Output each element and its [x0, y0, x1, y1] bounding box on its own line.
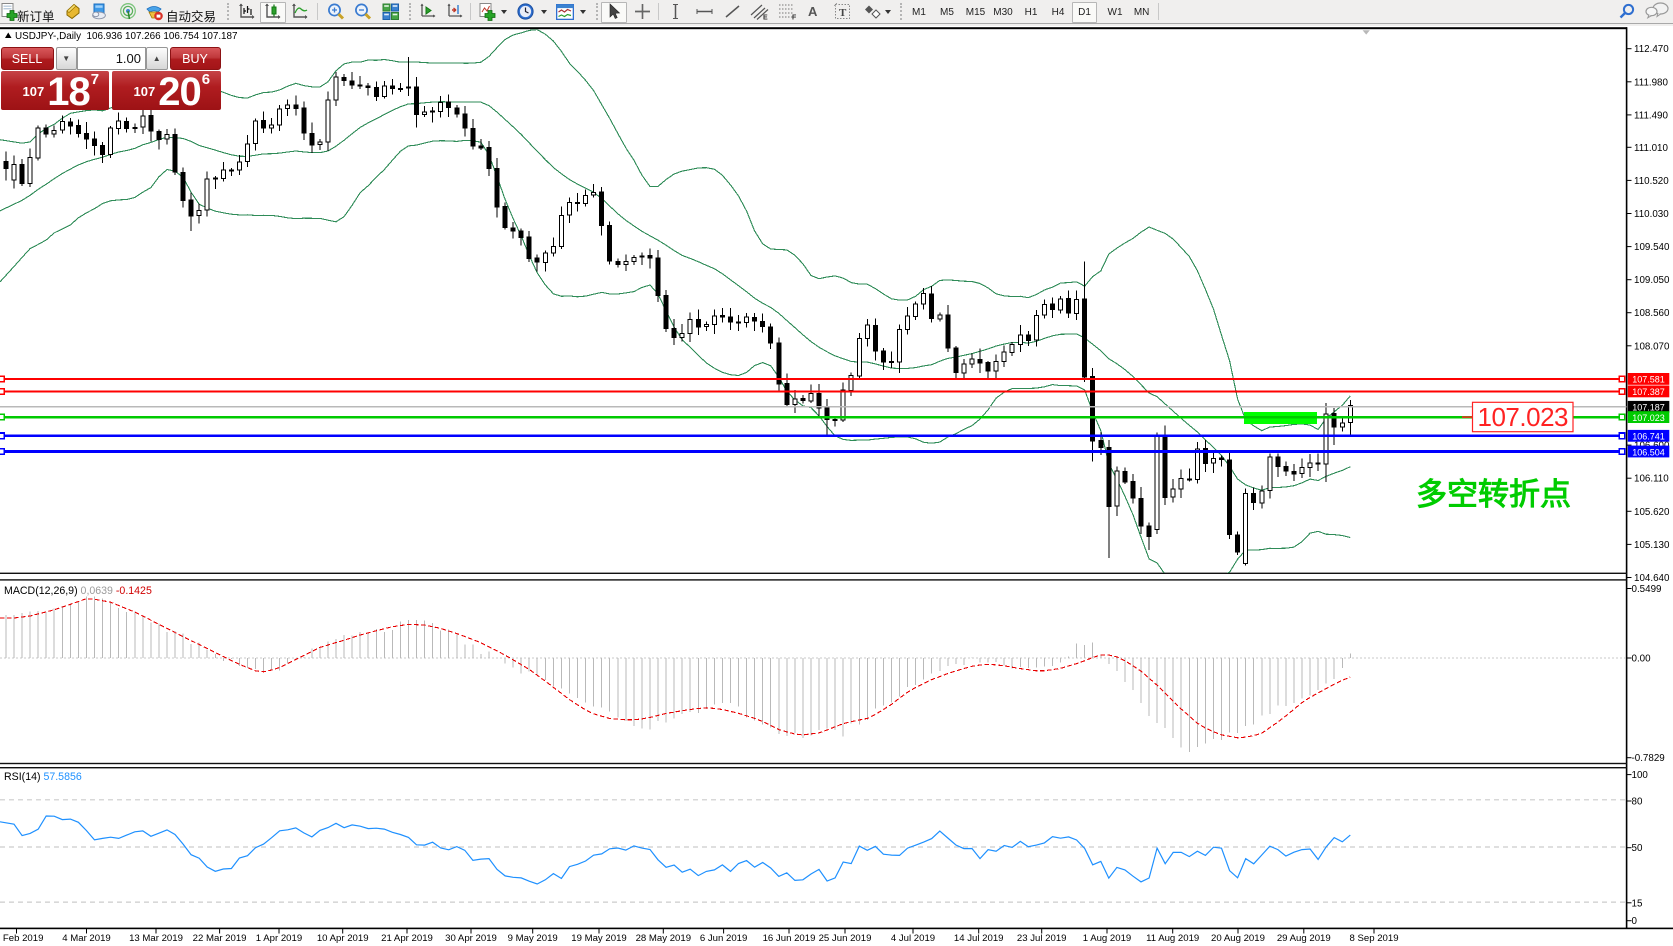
svg-text:-0.7829: -0.7829	[1632, 753, 1665, 764]
svg-text:E: E	[763, 15, 768, 21]
svg-text:多空转折点: 多空转折点	[1416, 477, 1571, 512]
svg-text:112.470: 112.470	[1634, 44, 1669, 55]
svg-text:0.5499: 0.5499	[1632, 584, 1662, 595]
svg-text:30 Apr 2019: 30 Apr 2019	[445, 933, 497, 944]
svg-text:106.110: 106.110	[1634, 474, 1669, 485]
svg-text:100: 100	[1632, 770, 1649, 781]
svg-text:109.540: 109.540	[1634, 242, 1670, 253]
svg-text:T: T	[839, 7, 847, 19]
svg-text:1 Aug 2019: 1 Aug 2019	[1083, 933, 1132, 944]
svg-text:21 Apr 2019: 21 Apr 2019	[381, 933, 433, 944]
svg-text:109.050: 109.050	[1634, 275, 1670, 286]
svg-text:23 Jul 2019: 23 Jul 2019	[1017, 933, 1067, 944]
svg-text:20 Aug 2019: 20 Aug 2019	[1211, 933, 1265, 944]
svg-text:111.980: 111.980	[1634, 77, 1669, 88]
svg-text:29 Aug 2019: 29 Aug 2019	[1277, 933, 1331, 944]
svg-text:19 May 2019: 19 May 2019	[571, 933, 626, 944]
svg-text:4 Jul 2019: 4 Jul 2019	[891, 933, 935, 944]
svg-text:MACD(12,26,9) 0,0639 -0.1425: MACD(12,26,9) 0,0639 -0.1425	[4, 585, 152, 597]
svg-text:F: F	[792, 15, 797, 21]
svg-text:4 Mar 2019: 4 Mar 2019	[62, 933, 111, 944]
svg-text:106.741: 106.741	[1632, 432, 1665, 442]
svg-text:8 Sep 2019: 8 Sep 2019	[1349, 933, 1398, 944]
svg-text:28 May 2019: 28 May 2019	[636, 933, 691, 944]
svg-text:104.640: 104.640	[1634, 573, 1670, 584]
svg-text:6 Jun 2019: 6 Jun 2019	[700, 933, 747, 944]
svg-text:15: 15	[1632, 898, 1643, 909]
svg-text:107.187: 107.187	[1632, 403, 1665, 413]
svg-text:111.010: 111.010	[1634, 143, 1669, 154]
svg-text:80: 80	[1632, 797, 1643, 808]
svg-text:50: 50	[1632, 843, 1643, 854]
svg-text:0: 0	[1632, 916, 1638, 927]
svg-text:1 Apr 2019: 1 Apr 2019	[256, 933, 302, 944]
svg-text:111.490: 111.490	[1634, 110, 1669, 121]
svg-text:13 Mar 2019: 13 Mar 2019	[129, 933, 183, 944]
svg-text:107.023: 107.023	[1632, 413, 1665, 423]
svg-text:107.387: 107.387	[1632, 387, 1665, 397]
svg-text:11 Aug 2019: 11 Aug 2019	[1146, 933, 1199, 944]
svg-text:14 Jul 2019: 14 Jul 2019	[954, 933, 1004, 944]
svg-text:25 Jun 2019: 25 Jun 2019	[819, 933, 872, 944]
svg-text:105.130: 105.130	[1634, 540, 1670, 551]
svg-text:110.520: 110.520	[1634, 176, 1669, 187]
svg-text:108.070: 108.070	[1634, 341, 1670, 352]
svg-text:0.00: 0.00	[1632, 654, 1652, 665]
svg-text:22 Mar 2019: 22 Mar 2019	[193, 933, 247, 944]
svg-text:RSI(14) 57.5856: RSI(14) 57.5856	[4, 771, 82, 783]
svg-text:9 May 2019: 9 May 2019	[508, 933, 558, 944]
svg-text:10 Apr 2019: 10 Apr 2019	[317, 933, 369, 944]
svg-text:105.620: 105.620	[1634, 507, 1670, 518]
svg-text:16 Jun 2019: 16 Jun 2019	[763, 933, 816, 944]
svg-text:106.504: 106.504	[1632, 447, 1665, 457]
svg-text:USDJPY-,Daily 106.936 107.266: USDJPY-,Daily 106.936 107.266 106.754 10…	[15, 31, 238, 42]
svg-text:110.030: 110.030	[1634, 209, 1669, 220]
svg-text:107.023: 107.023	[1478, 402, 1569, 432]
svg-text:107.581: 107.581	[1632, 375, 1665, 385]
svg-text:108.560: 108.560	[1634, 308, 1670, 319]
svg-text:22 Feb 2019: 22 Feb 2019	[0, 933, 43, 944]
